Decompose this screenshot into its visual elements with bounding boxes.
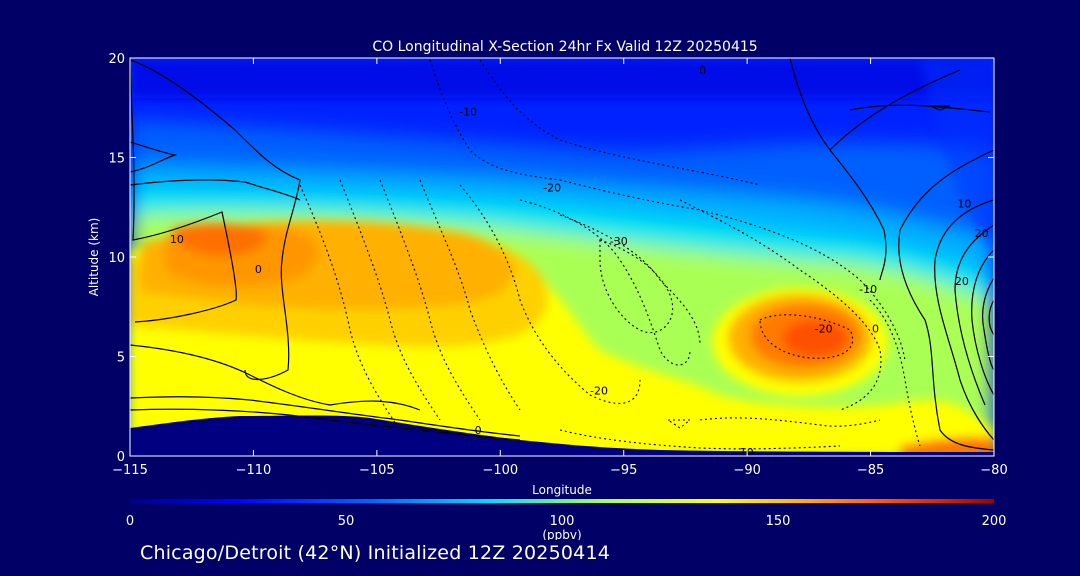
chart-title: CO Longitudinal X-Section 24hr Fx Valid … — [372, 39, 757, 55]
colorbar-ticks: 0 50 100 150 200 — [126, 514, 1007, 529]
contour-labels: -10 0 -20 -30 -20 -20 -10 0 10 0 -10 0 10 20 20 — [170, 64, 989, 459]
x-tick-label: −90 — [733, 463, 760, 478]
contour-label: -10 — [736, 446, 754, 459]
colorbar-tick-label: 50 — [338, 514, 355, 529]
contour-label: 20 — [975, 227, 989, 240]
contour-label: -20 — [815, 323, 833, 336]
x-tick-label: −100 — [482, 463, 518, 478]
contour-label: 10 — [957, 197, 971, 210]
contour-label: -20 — [543, 181, 561, 194]
colorbar-tick-label: 0 — [126, 514, 134, 529]
contour-label: 0 — [475, 424, 482, 437]
contour-lines-dotted — [299, 59, 921, 450]
x-tick-label: −110 — [236, 463, 272, 478]
contour-label: -10 — [859, 283, 877, 296]
x-tick-label: −95 — [610, 463, 637, 478]
contour-label: -30 — [610, 235, 628, 248]
x-tick-label: −80 — [980, 463, 1007, 478]
y-tick-label: 15 — [108, 152, 125, 167]
footer-caption: Chicago/Detroit (42°N) Initialized 12Z 2… — [140, 542, 611, 564]
contour-label: 20 — [955, 275, 969, 288]
contour-label: 0 — [872, 323, 879, 336]
contour-label: 0 — [699, 64, 706, 77]
colorbar — [130, 499, 994, 503]
contour-label: -20 — [590, 384, 608, 397]
chart-svg: CO Longitudinal X-Section 24hr Fx Valid … — [87, 39, 1008, 542]
x-tick-label: −85 — [857, 463, 884, 478]
contour-label: 0 — [255, 263, 262, 276]
x-axis: −115 −110 −105 −100 −95 −90 −85 −80 — [112, 58, 1008, 478]
x-axis-label: Longitude — [532, 483, 592, 497]
y-tick-label: 20 — [108, 52, 125, 67]
y-tick-label: 5 — [117, 351, 125, 366]
contour-lines — [130, 58, 994, 451]
colorbar-tick-label: 150 — [766, 514, 791, 529]
terrain — [130, 415, 994, 456]
contour-label: -10 — [459, 106, 477, 119]
contour-label: 10 — [170, 233, 184, 246]
x-tick-label: −115 — [112, 463, 148, 478]
y-tick-label: 10 — [108, 251, 125, 266]
colorbar-tick-label: 200 — [982, 514, 1007, 529]
y-axis-label: Altitude (km) — [87, 218, 101, 297]
y-tick-label: 0 — [117, 450, 125, 465]
colorbar-label: (ppbv) — [542, 528, 581, 540]
y-axis: 0 5 10 15 20 — [108, 52, 994, 465]
colorbar-tick-label: 100 — [550, 514, 575, 529]
x-tick-label: −105 — [359, 463, 395, 478]
